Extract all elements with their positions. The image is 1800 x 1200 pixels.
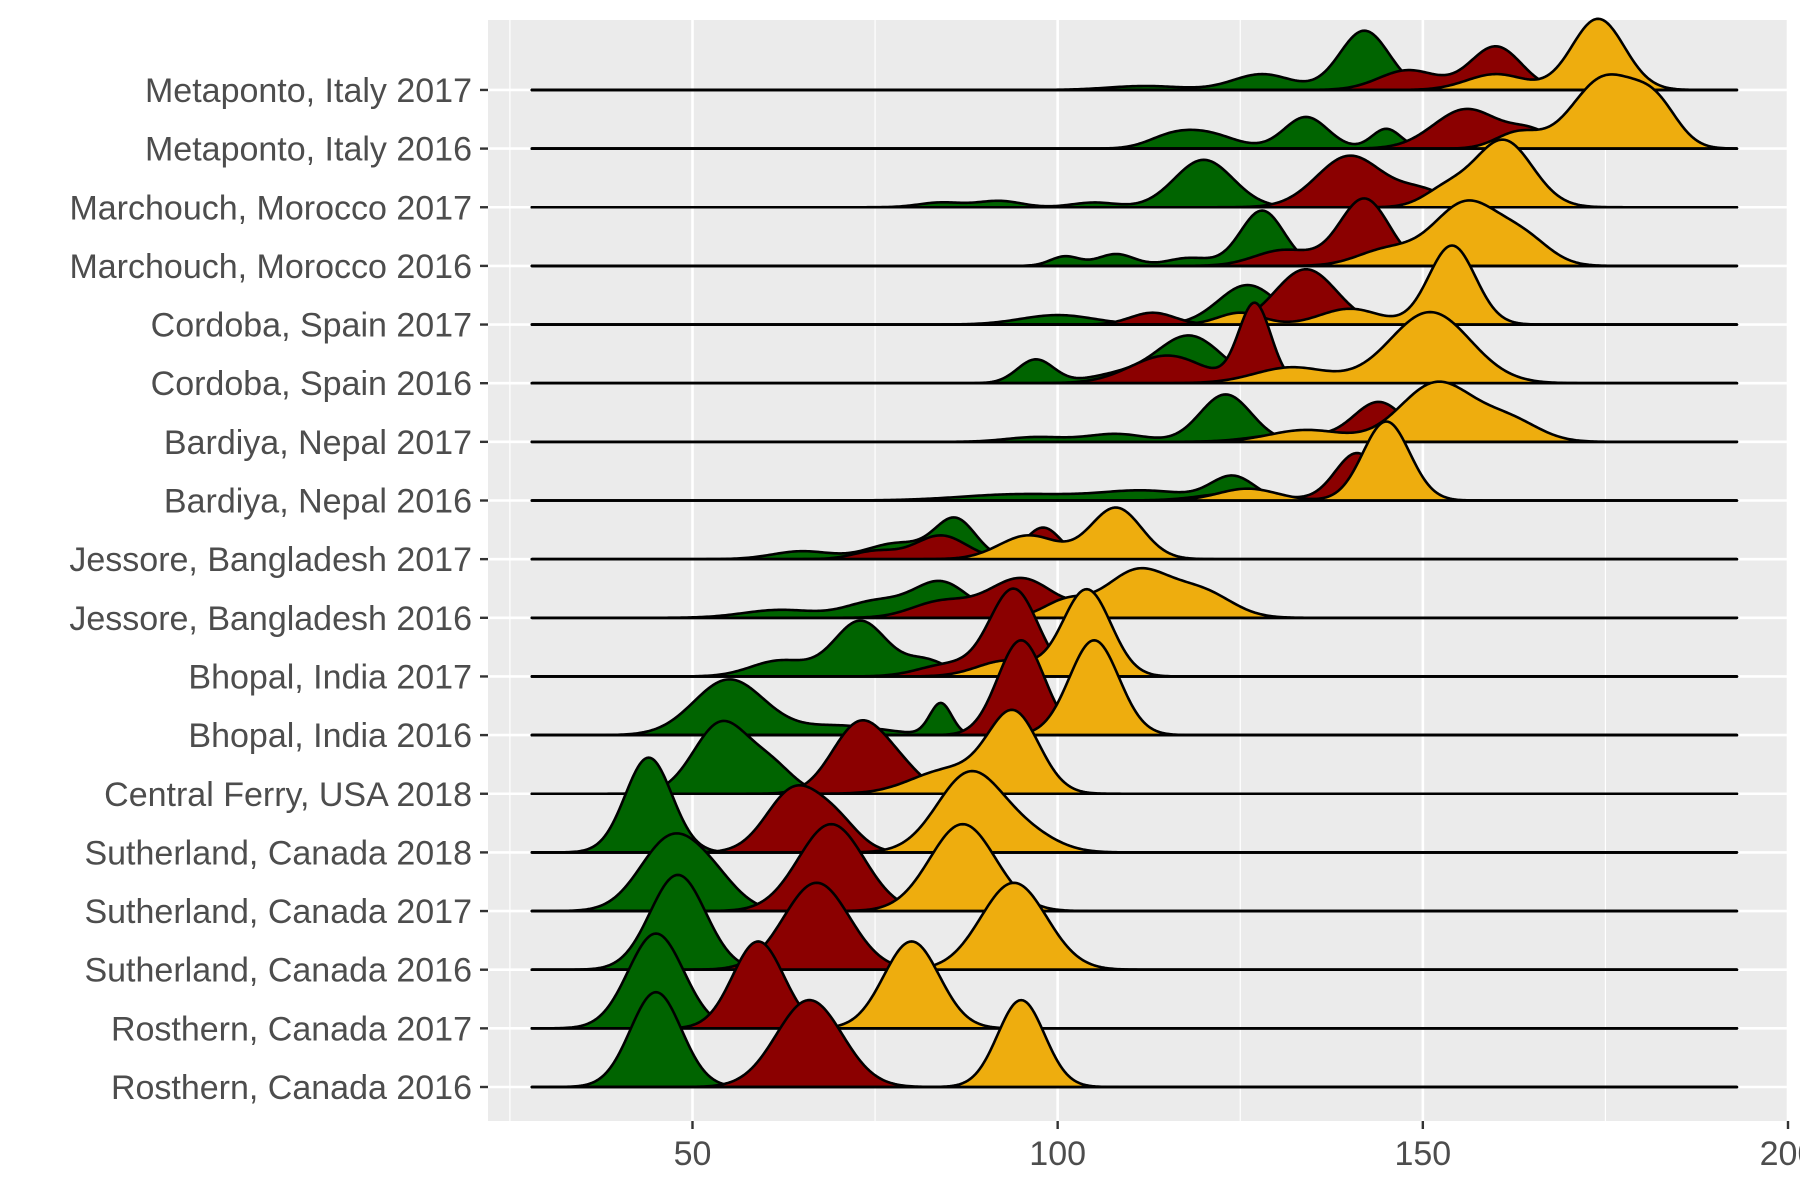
y-tick-label: Jessore, Bangladesh 2016 [69,600,472,638]
x-axis: 50 100 150 200 [674,1121,1800,1173]
ridge-row [530,301,1739,385]
y-tick-label: Jessore, Bangladesh 2017 [69,541,472,579]
ridge-row [530,822,1739,913]
y-tick-label: Rosthern, Canada 2016 [111,1069,472,1107]
x-tick-label: 100 [1029,1135,1086,1173]
ridge-row [530,380,1739,444]
ridge-row [530,506,1739,561]
y-tick-label: Marchouch, Morocco 2016 [69,248,472,286]
y-tick-label: Central Ferry, USA 2018 [104,776,472,814]
x-tick-label: 150 [1394,1135,1451,1173]
ridge-row [530,420,1739,502]
y-tick-label: Bhopal, India 2017 [188,658,472,696]
y-tick-label: Marchouch, Morocco 2017 [69,189,472,227]
y-tick-label: Metaponto, Italy 2016 [145,131,472,169]
y-tick-label: Bardiya, Nepal 2016 [164,483,472,521]
y-tick-label: Sutherland, Canada 2016 [84,952,472,990]
ridge-row [530,587,1739,678]
y-tick-label: Sutherland, Canada 2018 [84,834,472,872]
y-tick-label: Cordoba, Spain 2017 [151,307,472,345]
y-tick-label: Rosthern, Canada 2017 [111,1010,472,1048]
x-tick-label: 200 [1760,1135,1800,1173]
y-axis: Rosthern, Canada 2016 Rosthern, Canada 20… [69,72,488,1107]
ridge-row [530,244,1739,326]
ridge-row [530,197,1739,268]
y-tick-label: Bardiya, Nepal 2017 [164,424,472,462]
y-tick-label: Cordoba, Spain 2016 [151,365,472,403]
y-tick-label: Metaponto, Italy 2017 [145,72,472,110]
ridge-row [530,566,1739,620]
ridge-row [530,990,1739,1089]
x-tick-label: 50 [674,1135,712,1173]
ridges [530,17,1739,1089]
ridge-row [530,73,1739,150]
ridge-row [530,708,1739,796]
y-tick-label: Bhopal, India 2016 [188,717,472,755]
y-tick-label: Sutherland, Canada 2017 [84,893,472,931]
ridge-row [530,138,1739,209]
